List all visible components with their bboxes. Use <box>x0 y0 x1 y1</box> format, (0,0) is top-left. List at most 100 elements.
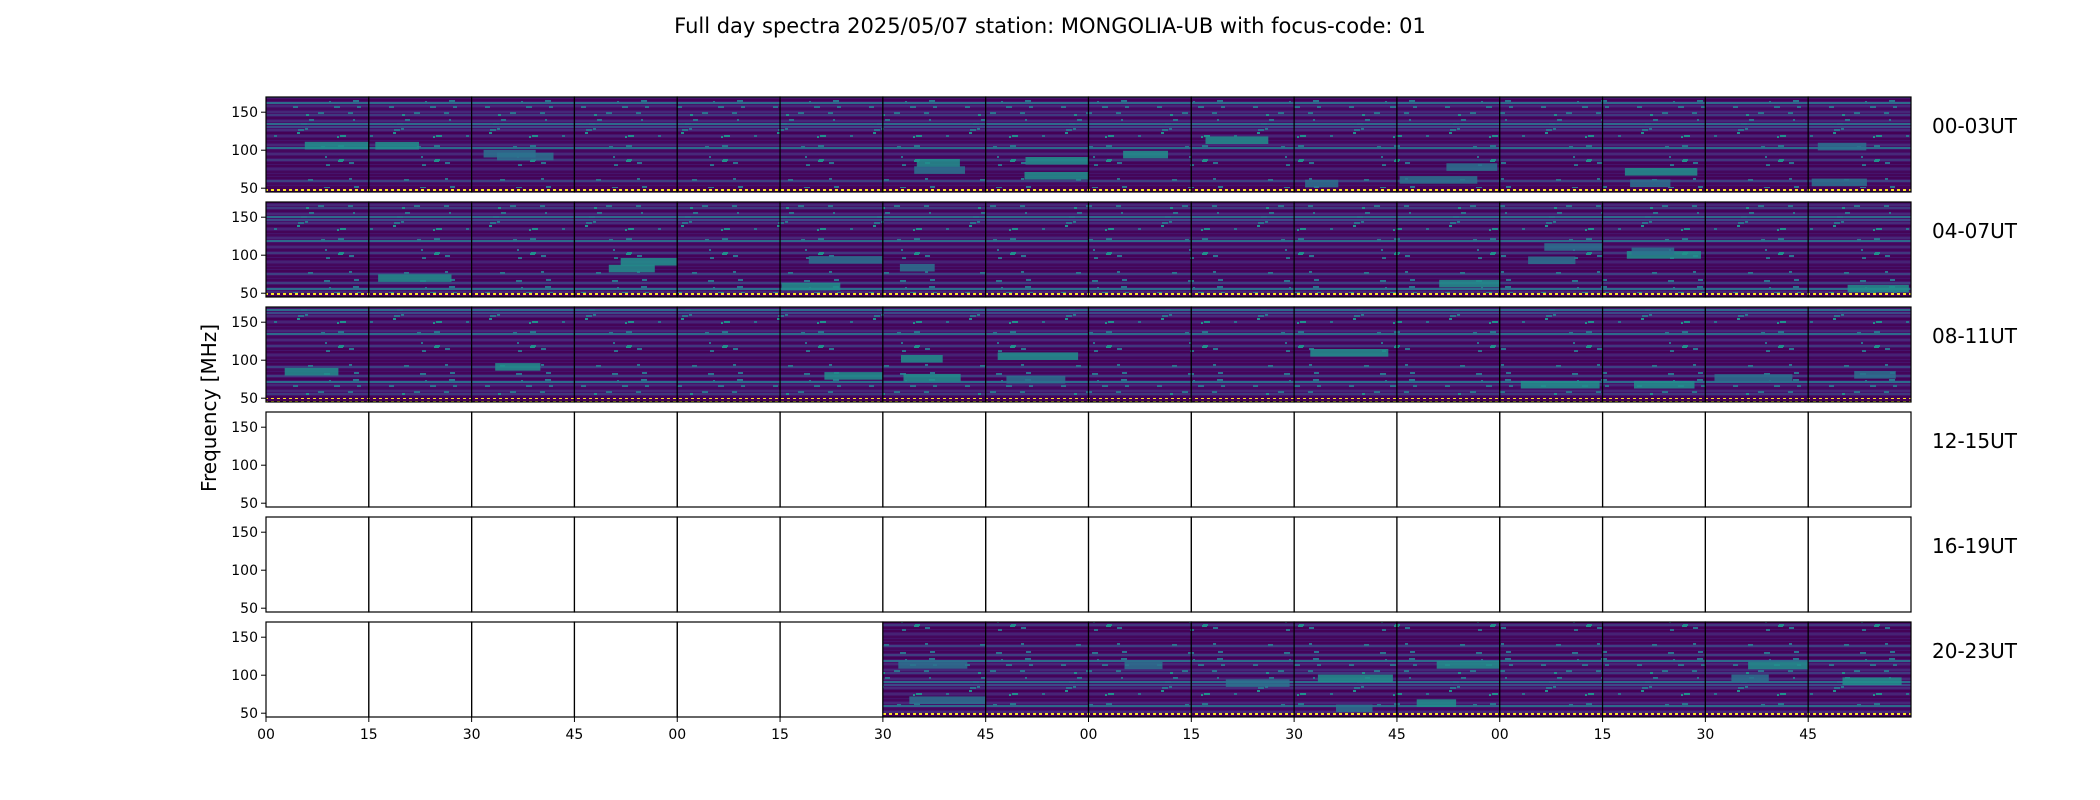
spectrogram-cells <box>677 202 781 297</box>
spectral-band <box>781 282 841 291</box>
spectrogram-cells <box>1088 622 1192 717</box>
low-freq-marker <box>1294 398 1397 402</box>
low-freq-marker <box>1191 293 1295 297</box>
spectral-band <box>1811 178 1867 187</box>
low-freq-marker <box>1088 713 1192 717</box>
spectra-row-16-19UT: 50 100 150 16-19UT <box>231 516 2018 617</box>
spectrogram-cells <box>1705 307 1809 402</box>
panel-frame <box>265 411 370 508</box>
panel-08-11UT-9 <box>1087 306 1192 403</box>
panel-frame <box>573 411 678 508</box>
panel-08-11UT-3 <box>471 306 576 403</box>
panel-frame <box>1190 516 1295 613</box>
spectrogram-cells <box>882 307 986 402</box>
panel-20-23UT-6 <box>779 621 884 718</box>
low-freq-marker <box>1191 713 1295 717</box>
low-freq-marker <box>780 398 883 402</box>
low-freq-marker <box>985 293 1089 297</box>
panel-12-15UT-2 <box>368 411 473 508</box>
spectrogram-cells <box>574 307 678 402</box>
spectrogram-cells <box>677 307 781 402</box>
panel-frame <box>1807 96 1912 193</box>
panel-20-23UT-9 <box>1087 621 1192 718</box>
spectrogram-cells <box>1294 97 1397 192</box>
spectral-band <box>1123 150 1168 159</box>
panel-frame <box>1601 516 1706 613</box>
panel-frame <box>1293 516 1398 613</box>
spectrogram-cells <box>574 202 678 297</box>
low-freq-marker <box>1499 188 1603 192</box>
low-freq-marker <box>677 398 781 402</box>
low-freq-marker <box>1499 713 1603 717</box>
spectrogram-cells <box>471 202 575 297</box>
spectrogram-cells <box>882 97 986 192</box>
panel-frame <box>471 516 576 613</box>
spectrogram-cells <box>574 97 678 192</box>
panel-04-07UT-12 <box>1396 201 1501 298</box>
spectrogram-cells <box>368 307 472 402</box>
panel-08-11UT-16 <box>1807 306 1912 403</box>
panel-20-23UT-11 <box>1293 621 1398 718</box>
low-freq-marker <box>1191 188 1295 192</box>
panel-frame <box>1499 411 1604 508</box>
spectral-band <box>1225 679 1290 687</box>
low-freq-marker <box>1808 293 1911 297</box>
x-tick-label: 45 <box>1799 727 1817 743</box>
panel-frame <box>265 516 370 613</box>
panel-20-23UT-2 <box>368 621 473 718</box>
panel-08-11UT-7 <box>882 306 987 403</box>
x-tick-label: 30 <box>463 727 481 743</box>
panel-04-07UT-13 <box>1499 201 1623 298</box>
spectral-band <box>483 149 536 158</box>
spectral-band <box>914 166 965 174</box>
low-freq-marker <box>471 293 575 297</box>
panel-16-19UT-15 <box>1704 516 1809 613</box>
spectral-band <box>1025 157 1091 165</box>
panel-12-15UT-5 <box>676 411 781 508</box>
spectrogram-cells <box>1191 307 1295 402</box>
y-tick-label: 50 <box>240 706 258 722</box>
spectral-band <box>1624 168 1698 176</box>
panel-04-07UT-10 <box>1190 201 1295 298</box>
panel-00-03UT-4 <box>573 96 678 193</box>
spectral-band <box>1436 661 1515 669</box>
spectral-band <box>1416 699 1457 707</box>
panel-08-11UT-4 <box>573 306 678 403</box>
panel-12-15UT-11 <box>1293 411 1398 508</box>
spectrogram-cells <box>1705 202 1809 297</box>
spectrogram-cells <box>1191 622 1295 717</box>
spectral-band <box>608 264 655 273</box>
panel-04-07UT-15 <box>1704 201 1809 298</box>
panel-frame <box>1190 411 1295 508</box>
panel-12-15UT-15 <box>1704 411 1809 508</box>
row-label: 12-15UT <box>1932 429 2018 453</box>
spectrogram-cells <box>1088 307 1192 402</box>
spectral-band <box>1714 374 1793 382</box>
panel-12-15UT-1 <box>265 411 370 508</box>
spectrogram-cells <box>1808 622 1911 717</box>
spectral-band <box>1336 704 1373 713</box>
panel-frame <box>1704 411 1809 508</box>
spectrogram-cells <box>266 202 369 297</box>
y-tick-label: 100 <box>231 458 258 474</box>
low-freq-marker <box>1396 188 1500 192</box>
panel-12-15UT-10 <box>1190 411 1295 508</box>
panel-12-15UT-14 <box>1601 411 1706 508</box>
panel-12-15UT-16 <box>1807 411 1912 508</box>
spectrogram-cells <box>1705 622 1809 717</box>
low-freq-marker <box>1602 293 1706 297</box>
x-tick-label: 15 <box>360 727 378 743</box>
low-freq-marker <box>1705 188 1809 192</box>
low-freq-marker <box>1191 398 1295 402</box>
panel-frame <box>985 516 1090 613</box>
spectral-band <box>898 661 968 669</box>
low-freq-marker <box>780 293 883 297</box>
panel-08-11UT-5 <box>676 306 781 403</box>
spectrogram-grid: 50 100 150 00-03UT 50 100 150 04-07UT 50 100 150 08… <box>231 96 2018 743</box>
x-tick-label: 45 <box>566 727 584 743</box>
panel-08-11UT-15 <box>1704 306 1809 403</box>
panel-00-03UT-6 <box>779 96 884 193</box>
y-tick-label: 150 <box>231 630 258 646</box>
spectrogram-cells <box>1808 307 1911 402</box>
panel-04-07UT-16 <box>1807 201 1912 298</box>
